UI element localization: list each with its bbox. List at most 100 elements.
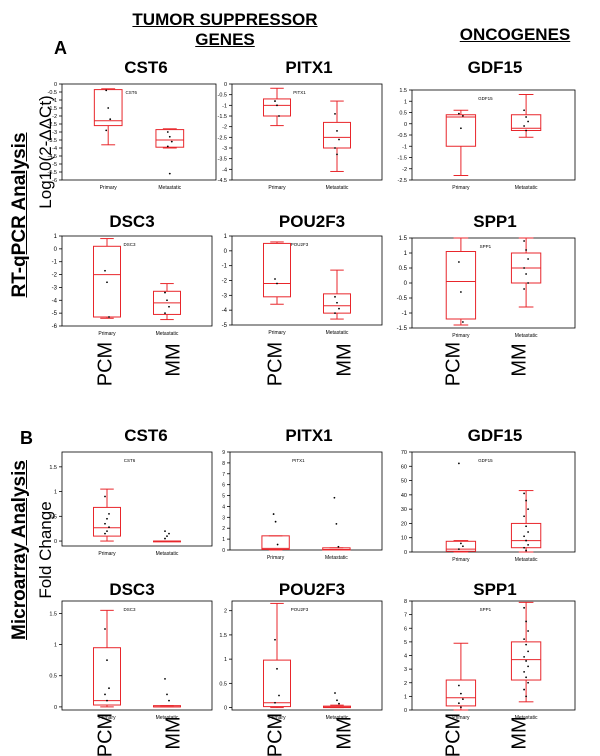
y-tick-label: 0: [54, 82, 57, 88]
y-tick-label: 1: [224, 657, 227, 663]
y-tick-label: 2: [224, 609, 227, 615]
data-point: [525, 695, 527, 698]
inner-title: CST6: [126, 90, 138, 95]
data-point: [460, 706, 462, 709]
y-tick-label: 10: [401, 536, 407, 542]
box-iqr: [93, 89, 123, 127]
data-point: [333, 496, 336, 499]
cat-b-mm-2: MM: [333, 716, 356, 750]
data-point: [523, 240, 525, 242]
cat-b-pcm-1: PCM: [94, 712, 117, 756]
data-point: [523, 109, 525, 112]
data-point: [335, 522, 338, 525]
data-point: [337, 545, 340, 548]
section-b-ylabel-sub: Fold Change: [36, 501, 55, 599]
data-point: [106, 530, 108, 533]
y-tick-label: 1: [54, 234, 58, 240]
data-point: [525, 249, 527, 251]
tumor-suppressor-line1: TUMOR SUPPRESSOR: [132, 10, 318, 29]
panel-title-b-dsc3: DSC3: [109, 580, 155, 599]
y-tick-label: 8: [404, 599, 407, 605]
data-point: [168, 172, 171, 175]
y-tick-label: 0: [222, 548, 225, 554]
y-tick-label: 1: [404, 694, 407, 700]
panel-title-a-spp1: SPP1: [473, 212, 517, 231]
y-tick-label: 1: [224, 234, 228, 240]
y-tick-label: -2.5: [218, 135, 227, 141]
data-point: [523, 655, 525, 658]
y-tick-label: 0: [224, 249, 228, 255]
y-tick-label: 0: [224, 82, 227, 88]
data-point: [274, 100, 276, 102]
y-tick-label: 1: [222, 537, 225, 543]
y-tick-label: -5: [222, 323, 228, 329]
cat-a-pcm-1: PCM: [94, 341, 117, 387]
y-tick-label: -4: [222, 167, 227, 173]
panel-title-a-pitx1: PITX1: [285, 58, 333, 77]
section-b-label: B: [20, 428, 33, 448]
data-point: [525, 660, 527, 662]
data-point: [168, 699, 170, 702]
y-tick-label: 7: [404, 613, 407, 619]
y-tick-label: 7: [222, 472, 225, 478]
inner-title: PITX1: [293, 90, 306, 95]
box-iqr: [263, 98, 291, 117]
y-tick-label: 3: [404, 667, 407, 673]
box-iqr: [445, 251, 477, 320]
y-tick-label: 1.5: [399, 236, 408, 242]
data-point: [527, 508, 529, 511]
data-point: [278, 115, 280, 117]
data-point: [166, 535, 168, 538]
data-point: [458, 112, 460, 115]
y-tick-label: 5: [404, 640, 407, 646]
y-tick-label: 1.5: [49, 465, 57, 471]
cat-a-mm-1: MM: [162, 343, 185, 377]
y-tick-label: 1: [54, 643, 57, 649]
panel-title-a-gdf15: GDF15: [467, 58, 523, 77]
y-tick-label: 0: [404, 550, 407, 556]
y-tick-label: -1: [402, 144, 407, 150]
data-point: [334, 295, 336, 298]
data-point: [527, 543, 529, 546]
x-tick-label: Metastatic: [515, 333, 538, 339]
x-tick-label: Primary: [268, 330, 286, 336]
data-point: [276, 543, 279, 546]
plot-frame: [229, 451, 383, 551]
y-tick-label: 1: [54, 490, 57, 496]
data-point: [166, 131, 169, 133]
cat-a-pcm-3: PCM: [442, 341, 465, 387]
data-point: [462, 114, 464, 117]
cat-b-mm-3: MM: [508, 716, 531, 750]
data-point: [276, 104, 278, 107]
data-point: [168, 135, 171, 138]
y-tick-label: -4.5: [218, 178, 227, 184]
box-iqr: [263, 659, 291, 708]
data-point: [170, 140, 173, 143]
y-tick-label: -2: [222, 279, 228, 285]
data-point: [278, 694, 280, 697]
box-iqr: [510, 522, 542, 549]
data-point: [104, 495, 106, 498]
data-point: [525, 129, 527, 132]
data-point: [108, 316, 110, 318]
oncogenes-header: ONCOGENES: [459, 25, 571, 44]
data-point: [274, 638, 276, 641]
box-iqr: [261, 535, 290, 550]
data-point: [104, 628, 106, 630]
x-tick-label: Metastatic: [515, 185, 538, 191]
x-tick-label: Metastatic: [325, 555, 348, 561]
y-tick-label: 0: [404, 122, 407, 128]
data-point: [105, 89, 108, 92]
y-tick-label: 0.5: [399, 266, 408, 272]
data-point: [462, 321, 464, 323]
data-point: [525, 273, 527, 275]
box-iqr: [153, 540, 181, 543]
box-iqr: [322, 547, 351, 551]
box-iqr: [323, 293, 351, 314]
data-point: [525, 499, 527, 502]
